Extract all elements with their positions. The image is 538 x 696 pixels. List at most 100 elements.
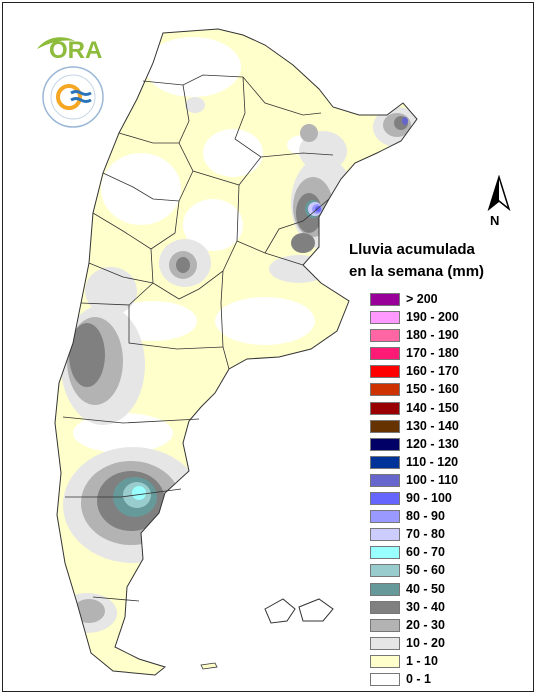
legend-swatch: [370, 618, 400, 632]
legend-item: 70 - 80: [370, 526, 490, 544]
no-rain-area: [183, 199, 243, 251]
legend-item: 120 - 130: [370, 436, 490, 454]
legend-item: 20 - 30: [370, 617, 490, 635]
legend-item: 60 - 70: [370, 544, 490, 562]
rain-10-20: [85, 267, 137, 315]
legend-swatch: [370, 437, 400, 451]
legend-swatch: [370, 347, 400, 361]
legend-label: 140 - 150: [406, 400, 459, 415]
rain-20-30: [73, 599, 105, 623]
legend-label: 10 - 20: [406, 635, 445, 650]
rain-20-30: [300, 124, 318, 142]
legend-swatch: [370, 528, 400, 542]
legend-label: 120 - 130: [406, 436, 459, 451]
legend-swatch: [370, 654, 400, 668]
rain-30-40: [291, 233, 315, 253]
legend-swatch: [370, 546, 400, 560]
legend-swatch: [370, 383, 400, 397]
legend-swatch: [370, 293, 400, 306]
legend-item: 1 - 10: [370, 653, 490, 671]
legend-swatch: [370, 492, 400, 506]
legend-item: > 200: [370, 291, 490, 309]
legend-item: 150 - 160: [370, 381, 490, 399]
legend-item: 190 - 200: [370, 309, 490, 327]
no-rain-area: [203, 129, 263, 177]
legend-item: 90 - 100: [370, 490, 490, 508]
no-rain-area: [101, 153, 181, 225]
legend: > 200 190 - 200 180 - 190 170 - 180 160 - 17…: [370, 291, 490, 689]
legend-label: 190 - 200: [406, 310, 459, 325]
legend-item: 100 - 110: [370, 472, 490, 490]
smn-seal-logo: [42, 66, 104, 128]
legend-label: 80 - 90: [406, 509, 445, 524]
province-boundaries: [62, 74, 334, 602]
no-rain-area: [215, 297, 315, 345]
legend-swatch: [370, 311, 400, 325]
legend-item: 140 - 150: [370, 400, 490, 418]
no-rain-area: [145, 37, 241, 97]
legend-label: 100 - 110: [406, 472, 459, 487]
malvinas-islands: [264, 598, 334, 624]
legend-swatch: [370, 582, 400, 596]
legend-title: Lluvia acumulada en la semana (mm): [349, 239, 529, 283]
legend-swatch: [370, 455, 400, 469]
rain-30-40: [176, 257, 190, 273]
legend-item: 180 - 190: [370, 327, 490, 345]
legend-label: 1 - 10: [406, 653, 438, 668]
legend-label: 150 - 160: [406, 382, 459, 397]
rain-30-40: [69, 323, 105, 387]
legend-item: 10 - 20: [370, 635, 490, 653]
svg-text:ORA: ORA: [49, 37, 102, 63]
rain-60-70: [132, 486, 146, 500]
legend-label: 20 - 30: [406, 617, 445, 632]
sun-icon: [56, 84, 82, 110]
legend-title-line2: en la semana (mm): [349, 263, 485, 280]
legend-label: > 200: [406, 292, 438, 306]
legend-swatch: [370, 365, 400, 379]
legend-label: 70 - 80: [406, 527, 445, 542]
legend-label: 0 - 1: [406, 671, 432, 686]
legend-item: 50 - 60: [370, 562, 490, 580]
isla-de-los-estados: [200, 662, 218, 670]
legend-label: 110 - 120: [406, 454, 459, 469]
legend-item: 30 - 40: [370, 599, 490, 617]
legend-swatch: [370, 473, 400, 487]
legend-item: 130 - 140: [370, 418, 490, 436]
country-outline: [54, 28, 418, 676]
legend-label: 40 - 50: [406, 581, 445, 596]
rain-10-20: [269, 255, 329, 283]
legend-item: 80 - 90: [370, 508, 490, 526]
legend-swatch: [370, 329, 400, 343]
legend-swatch: [370, 672, 400, 686]
legend-title-line1: Lluvia acumulada: [349, 241, 475, 258]
rain-10-20: [185, 97, 205, 113]
north-arrow-icon: [487, 175, 511, 212]
legend-swatch: [370, 419, 400, 433]
legend-swatch: [370, 401, 400, 415]
legend-swatch: [370, 600, 400, 614]
legend-label: 90 - 100: [406, 491, 452, 506]
legend-item: 40 - 50: [370, 581, 490, 599]
legend-label: 60 - 70: [406, 545, 445, 560]
legend-item: 110 - 120: [370, 454, 490, 472]
legend-item: 160 - 170: [370, 363, 490, 381]
legend-item: 170 - 180: [370, 345, 490, 363]
legend-label: 50 - 60: [406, 563, 445, 578]
legend-swatch: [370, 636, 400, 650]
north-arrow-label: N: [490, 213, 500, 228]
legend-item: 0 - 1: [370, 671, 490, 689]
rain-misiones: [402, 117, 408, 125]
legend-label: 170 - 180: [406, 346, 459, 361]
ora-logo: ORA: [37, 37, 102, 63]
legend-swatch: [370, 564, 400, 578]
legend-swatch: [370, 510, 400, 524]
legend-label: 30 - 40: [406, 599, 445, 614]
legend-label: 160 - 170: [406, 364, 459, 379]
ora-leaf-icon: [37, 37, 75, 49]
argentina-rainfall-map: [54, 28, 418, 676]
legend-label: 130 - 140: [406, 418, 459, 433]
legend-label: 180 - 190: [406, 328, 459, 343]
rainfall-fields: [57, 37, 417, 633]
wave-icon: [70, 90, 92, 96]
